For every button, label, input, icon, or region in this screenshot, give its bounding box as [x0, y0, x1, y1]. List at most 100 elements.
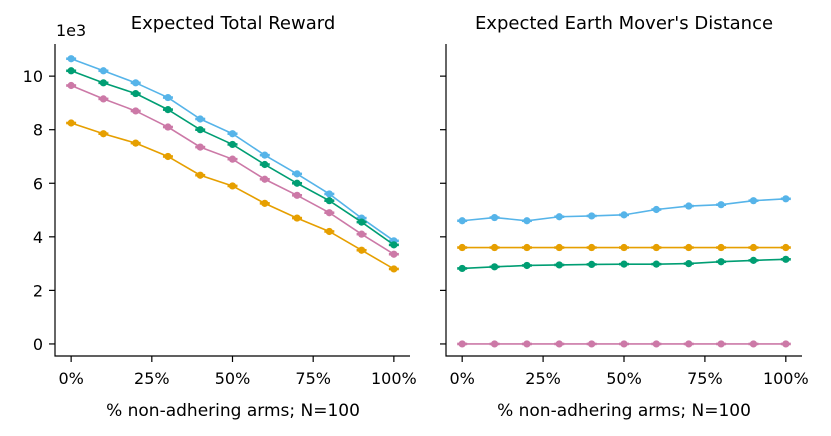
data-point-orange [588, 243, 596, 252]
data-point-orange [325, 227, 333, 236]
x-tick-label: 0% [449, 369, 474, 388]
data-point-green [164, 106, 172, 114]
data-point-blue [620, 211, 628, 219]
data-point-green [749, 256, 758, 264]
data-point-orange [261, 199, 269, 207]
data-point-pink [293, 191, 301, 199]
data-point-blue [164, 93, 172, 102]
y-tick-label: 6 [33, 174, 43, 193]
y-tick-label: 0 [33, 335, 43, 354]
data-point-green [523, 261, 531, 270]
x-axis-label: % non-adhering arms; N=100 [497, 401, 751, 421]
data-point-orange [196, 171, 204, 179]
data-point-orange [620, 243, 628, 252]
data-point-pink [717, 340, 725, 348]
data-point-blue [196, 115, 204, 123]
data-point-blue [685, 202, 693, 210]
data-point-green [717, 258, 725, 266]
data-point-pink [132, 107, 140, 115]
data-point-orange [228, 182, 237, 190]
data-point-pink [164, 123, 172, 131]
data-point-orange [99, 130, 108, 138]
data-point-orange [132, 139, 140, 147]
data-point-blue [458, 217, 466, 225]
data-point-green [228, 140, 237, 149]
data-point-blue [749, 197, 758, 205]
panel-expected-total-reward: Expected Total Reward 1e3 % non-adhering… [23, 13, 417, 421]
x-tick-label: 75% [687, 369, 723, 388]
data-point-blue [132, 79, 140, 87]
x-tick-label: 100% [763, 369, 809, 388]
data-point-blue [523, 217, 531, 225]
data-point-pink [261, 175, 269, 183]
data-point-pink [749, 340, 758, 348]
data-point-orange [458, 243, 466, 252]
series-line-pink [70, 84, 395, 255]
x-tick-label: 25% [525, 369, 561, 388]
data-point-orange [782, 243, 790, 252]
data-point-pink [588, 340, 596, 348]
data-point-blue [293, 170, 301, 178]
panel-expected-earth-movers-distance: Expected Earth Mover's Distance % non-ad… [440, 13, 809, 421]
data-point-orange [555, 243, 563, 252]
y-tick-label: 8 [33, 121, 43, 140]
data-point-green [357, 218, 366, 226]
data-point-pink [652, 340, 660, 348]
data-point-orange [357, 246, 366, 254]
data-point-orange [164, 152, 172, 161]
data-point-green [555, 261, 563, 269]
data-point-green [67, 67, 75, 75]
data-point-pink [196, 143, 204, 151]
data-point-blue [555, 213, 563, 221]
data-point-green [390, 241, 398, 249]
y-tick-label: 2 [33, 281, 43, 300]
data-point-green [588, 260, 596, 269]
chart-title: Expected Total Reward [131, 13, 336, 34]
data-point-green [293, 179, 301, 187]
data-point-pink [458, 340, 466, 348]
data-point-orange [390, 265, 398, 273]
data-point-green [652, 260, 660, 268]
data-point-blue [588, 212, 596, 220]
data-point-pink [390, 250, 398, 258]
data-point-pink [357, 230, 366, 238]
x-tick-label: 100% [371, 369, 417, 388]
data-point-green [132, 89, 140, 98]
y-tick-label: 10 [23, 67, 43, 86]
data-point-green [490, 263, 499, 271]
x-tick-label: 50% [215, 369, 251, 388]
data-point-green [458, 264, 466, 273]
data-point-blue [67, 55, 75, 63]
data-point-pink [325, 209, 333, 217]
x-tick-label: 50% [606, 369, 642, 388]
x-tick-label: 25% [134, 369, 170, 388]
data-point-blue [782, 195, 790, 203]
data-point-pink [555, 340, 563, 348]
x-tick-label: 75% [295, 369, 331, 388]
data-point-pink [685, 340, 693, 348]
data-point-orange [749, 243, 758, 252]
data-point-orange [523, 243, 531, 252]
data-point-orange [490, 243, 499, 252]
data-point-orange [67, 119, 75, 127]
data-point-blue [228, 130, 237, 138]
x-tick-label: 0% [58, 369, 83, 388]
axes-spine [445, 44, 802, 357]
y-tick-label: 4 [33, 228, 43, 247]
data-point-green [261, 160, 269, 169]
axes-spine [54, 44, 410, 357]
data-point-blue [717, 201, 725, 209]
data-point-blue [490, 213, 499, 222]
data-point-blue [325, 190, 333, 198]
data-point-green [782, 255, 790, 263]
x-axis-label: % non-adhering arms; N=100 [106, 401, 360, 421]
data-point-green [685, 260, 693, 268]
data-point-green [196, 126, 204, 134]
data-point-pink [99, 95, 108, 103]
chart-title: Expected Earth Mover's Distance [475, 13, 773, 34]
data-point-blue [99, 67, 108, 75]
data-point-pink [228, 155, 237, 163]
data-point-pink [67, 81, 75, 90]
data-point-orange [652, 243, 660, 252]
